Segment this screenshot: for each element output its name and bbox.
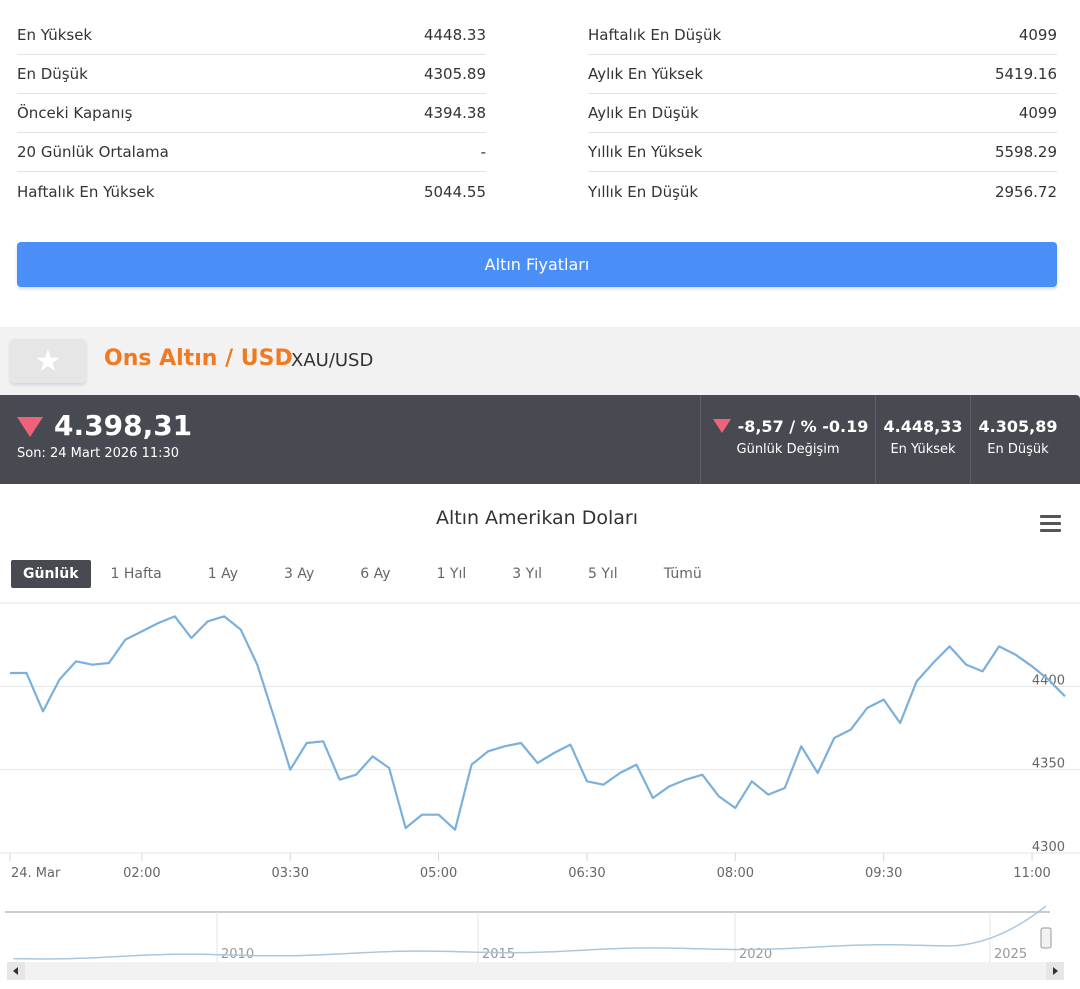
instrument-title: Ons Altın / USD xyxy=(104,346,293,371)
instrument-symbol: XAU/USD xyxy=(291,350,374,371)
stat-value: 4394.38 xyxy=(423,104,486,122)
favorite-button[interactable]: ★ xyxy=(10,339,86,383)
day-high: 4.448,33 En Yüksek xyxy=(875,395,970,484)
range-1-month[interactable]: 1 Ay xyxy=(207,566,239,582)
gold-prices-button[interactable]: Altın Fiyatları xyxy=(17,242,1057,287)
x-tick-label: 09:30 xyxy=(865,866,902,881)
stat-row: 20 Günlük Ortalama - xyxy=(17,133,486,172)
day-low: 4.305,89 En Düşük xyxy=(970,395,1065,484)
x-tick-label: 24. Mar xyxy=(11,866,61,881)
stat-row: Haftalık En Yüksek 5044.55 xyxy=(17,172,486,211)
y-tick-label: 4350 xyxy=(1032,757,1065,772)
range-3-months[interactable]: 3 Ay xyxy=(284,566,315,582)
stat-value: 4305.89 xyxy=(423,65,486,83)
x-tick-label: 11:00 xyxy=(1013,866,1050,881)
arrow-left-icon xyxy=(13,967,18,975)
x-tick-label: 05:00 xyxy=(420,866,457,881)
navigator-year-label: 2020 xyxy=(739,947,772,962)
change-label: Günlük Değişim xyxy=(736,442,840,457)
navigator-year-label: 2025 xyxy=(994,947,1027,962)
hamburger-icon[interactable] xyxy=(1040,515,1061,532)
range-5-years[interactable]: 5 Yıl xyxy=(587,566,618,582)
y-tick-label: 4300 xyxy=(1032,840,1065,855)
scrollbar[interactable] xyxy=(7,962,1064,980)
stat-row: Yıllık En Yüksek 5598.29 xyxy=(588,133,1057,172)
stat-label: En Yüksek xyxy=(17,26,93,44)
stats-table: En Yüksek 4448.33 En Düşük 4305.89 Önceki … xyxy=(17,16,1057,211)
down-arrow-icon xyxy=(713,419,731,433)
stat-row: Önceki Kapanış 4394.38 xyxy=(17,94,486,133)
instrument-header xyxy=(0,327,1080,395)
stat-value: 5044.55 xyxy=(423,182,486,201)
navigator-handle[interactable] xyxy=(1040,927,1052,949)
stats-right-column: Haftalık En Düşük 4099 Aylık En Yüksek 541… xyxy=(588,16,1057,211)
range-daily[interactable]: Günlük xyxy=(11,560,91,588)
high-label: En Yüksek xyxy=(890,442,956,457)
stat-label: Önceki Kapanış xyxy=(17,104,133,122)
stat-value: 2956.72 xyxy=(994,182,1057,201)
stat-label: 20 Günlük Ortalama xyxy=(17,143,169,161)
stat-label: Haftalık En Yüksek xyxy=(17,182,155,201)
down-arrow-icon xyxy=(17,417,43,437)
arrow-right-icon xyxy=(1053,967,1058,975)
stat-label: Aylık En Düşük xyxy=(588,104,699,122)
range-selector: Günlük 1 Hafta 1 Ay 3 Ay 6 Ay 1 Yıl 3 Yı… xyxy=(11,560,736,588)
stat-row: Aylık En Yüksek 5419.16 xyxy=(588,55,1057,94)
stat-row: Aylık En Düşük 4099 xyxy=(588,94,1057,133)
change-value: -8,57 / % -0.19 xyxy=(737,417,869,436)
stat-label: Aylık En Yüksek xyxy=(588,65,704,83)
stat-label: Yıllık En Düşük xyxy=(588,182,699,201)
low-label: En Düşük xyxy=(987,442,1049,457)
x-tick-label: 08:00 xyxy=(717,866,754,881)
current-price: 4.398,31 xyxy=(54,409,193,442)
range-6-months[interactable]: 6 Ay xyxy=(360,566,391,582)
high-value: 4.448,33 xyxy=(883,417,963,436)
price-line xyxy=(10,615,1066,831)
x-tick-label: 03:30 xyxy=(272,866,309,881)
stat-value: - xyxy=(480,143,486,161)
x-tick-label: 06:30 xyxy=(568,866,605,881)
stat-label: Yıllık En Yüksek xyxy=(588,143,703,161)
daily-change: -8,57 / % -0.19 Günlük Değişim xyxy=(700,395,875,484)
range-1-week[interactable]: 1 Hafta xyxy=(110,566,162,582)
navigator-series xyxy=(13,905,1047,960)
ticker-bar: 4.398,31 Son: 24 Mart 2026 11:30 -8,57 /… xyxy=(0,395,1080,484)
stats-left-column: En Yüksek 4448.33 En Düşük 4305.89 Önceki … xyxy=(17,16,486,211)
range-1-year[interactable]: 1 Yıl xyxy=(436,566,467,582)
x-tick-label: 02:00 xyxy=(123,866,160,881)
stat-value: 4099 xyxy=(1018,26,1057,44)
navigator-year-label: 2015 xyxy=(482,947,515,962)
stat-value: 5419.16 xyxy=(994,65,1057,83)
stat-label: En Düşük xyxy=(17,65,88,83)
star-icon: ★ xyxy=(34,343,62,379)
stat-value: 5598.29 xyxy=(994,143,1057,161)
low-value: 4.305,89 xyxy=(978,417,1058,436)
range-3-years[interactable]: 3 Yıl xyxy=(512,566,542,582)
stat-value: 4448.33 xyxy=(423,26,486,44)
range-all[interactable]: Tümü xyxy=(663,566,702,582)
stat-label: Haftalık En Düşük xyxy=(588,26,722,44)
stat-row: Haftalık En Düşük 4099 xyxy=(588,16,1057,55)
last-update: Son: 24 Mart 2026 11:30 xyxy=(17,446,180,461)
stat-row: Yıllık En Düşük 2956.72 xyxy=(588,172,1057,211)
chart-title: Altın Amerikan Doları xyxy=(435,507,639,529)
stat-row: En Düşük 4305.89 xyxy=(17,55,486,94)
stat-row: En Yüksek 4448.33 xyxy=(17,16,486,55)
stat-value: 4099 xyxy=(1018,104,1057,122)
